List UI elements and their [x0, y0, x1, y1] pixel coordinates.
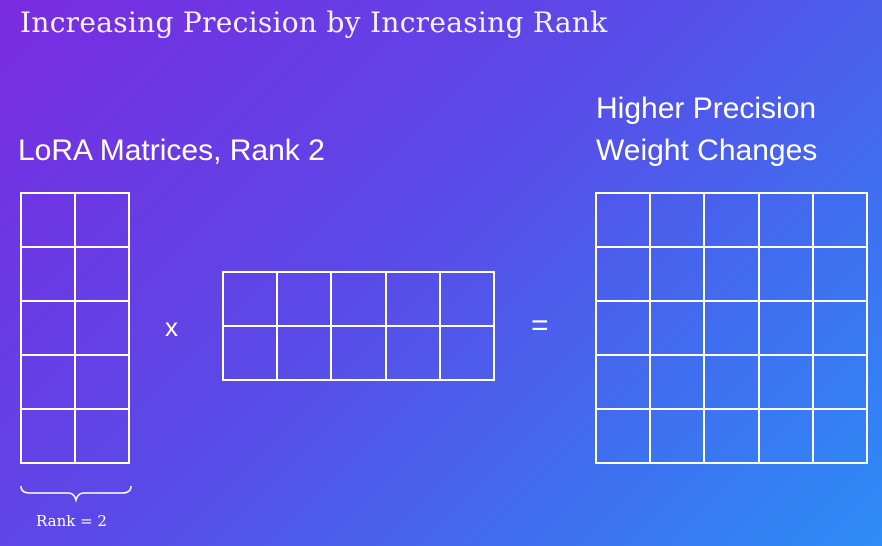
matrix-cell	[597, 194, 652, 248]
matrix-cell	[22, 356, 76, 410]
slide-title: Increasing Precision by Increasing Rank	[20, 6, 608, 39]
matrix-cell	[813, 356, 868, 410]
matrix-cell	[813, 194, 868, 248]
matrix-cell	[440, 327, 495, 381]
matrix-cell	[705, 194, 760, 248]
matrix-cell	[705, 302, 760, 356]
matrix-cell	[22, 248, 76, 302]
matrix-cell	[22, 410, 76, 464]
matrix-cell	[651, 302, 706, 356]
matrix-cell	[597, 356, 652, 410]
matrix-cell	[278, 273, 333, 327]
matrix-cell	[76, 302, 130, 356]
matrix-cell	[76, 356, 130, 410]
weight-change-matrix	[595, 192, 868, 464]
matrix-cell	[22, 302, 76, 356]
matrix-cell	[759, 248, 814, 302]
matrix-cell	[705, 356, 760, 410]
equals-operator: =	[531, 309, 549, 342]
matrix-cell	[224, 273, 279, 327]
matrix-cell	[22, 194, 76, 248]
left-heading: LoRA Matrices, Rank 2	[18, 134, 325, 167]
matrix-cell	[705, 248, 760, 302]
right-heading-line-1: Higher Precision	[596, 92, 817, 125]
matrix-cell	[813, 302, 868, 356]
rank-brace-icon	[20, 485, 132, 503]
matrix-cell	[651, 356, 706, 410]
matrix-cell	[597, 248, 652, 302]
matrix-cell	[651, 194, 706, 248]
matrix-cell	[813, 248, 868, 302]
matrix-cell	[76, 248, 130, 302]
matrix-cell	[440, 273, 495, 327]
matrix-cell	[224, 327, 279, 381]
matrix-cell	[597, 410, 652, 464]
matrix-cell	[759, 194, 814, 248]
matrix-cell	[278, 327, 333, 381]
lora-matrix-a	[20, 192, 130, 464]
matrix-cell	[813, 410, 868, 464]
right-heading: Higher Precision Weight Changes	[596, 88, 817, 172]
multiply-operator: x	[165, 312, 178, 342]
matrix-cell	[759, 410, 814, 464]
matrix-cell	[597, 302, 652, 356]
matrix-cell	[76, 410, 130, 464]
matrix-cell	[332, 327, 387, 381]
matrix-cell	[651, 410, 706, 464]
matrix-cell	[705, 410, 760, 464]
matrix-cell	[76, 194, 130, 248]
matrix-cell	[759, 302, 814, 356]
matrix-cell	[651, 248, 706, 302]
matrix-cell	[759, 356, 814, 410]
right-heading-line-2: Weight Changes	[596, 134, 818, 167]
matrix-cell	[386, 273, 441, 327]
rank-label: Rank = 2	[36, 512, 107, 530]
lora-matrix-b	[222, 271, 495, 381]
matrix-cell	[332, 273, 387, 327]
matrix-cell	[386, 327, 441, 381]
